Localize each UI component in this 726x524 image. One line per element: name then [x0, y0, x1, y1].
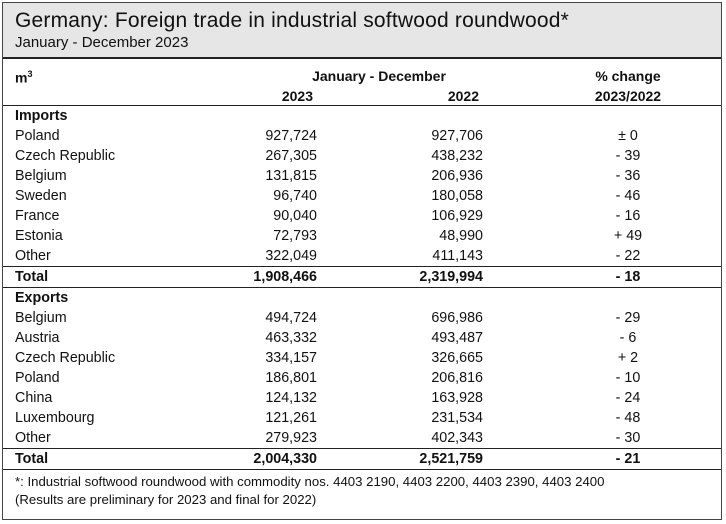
- pct-change: + 49: [613, 228, 643, 244]
- value-2023: 334,157: [265, 350, 317, 366]
- value-2023: 927,724: [265, 128, 317, 144]
- table-row: Luxembourg 121,261 231,534 - 48: [3, 408, 721, 428]
- table-row: Czech Republic 267,305 438,232 - 39: [3, 146, 721, 166]
- footnote-line-2: (Results are preliminary for 2023 and fi…: [15, 492, 317, 507]
- table-row: China 124,132 163,928 - 24: [3, 388, 721, 408]
- pct-change: - 39: [615, 148, 641, 164]
- country-name: Estonia: [15, 228, 63, 244]
- pct-change: - 24: [615, 390, 641, 406]
- table-header: Germany: Foreign trade in industrial sof…: [3, 3, 721, 59]
- country-name: France: [15, 208, 60, 224]
- table-row: Estonia 72,793 48,990 + 49: [3, 226, 721, 246]
- footnote-line-1: *: Industrial softwood roundwood with co…: [15, 474, 605, 489]
- pct-change: - 6: [619, 330, 637, 346]
- pct-change: - 29: [615, 310, 641, 326]
- country-name: Poland: [15, 370, 60, 386]
- value-2023: 72,793: [273, 228, 317, 244]
- value-2023: 131,815: [265, 168, 317, 184]
- section-label: Imports: [15, 108, 68, 124]
- total-label: Total: [15, 451, 49, 467]
- table-row: Poland 927,724 927,706 ± 0: [3, 126, 721, 146]
- footnote: *: Industrial softwood roundwood with co…: [3, 469, 721, 509]
- pct-change: - 30: [615, 430, 641, 446]
- pct-change: + 2: [617, 350, 639, 366]
- unit-label: m3: [15, 69, 33, 86]
- value-2022: 106,929: [431, 208, 483, 224]
- value-2022: 411,143: [432, 248, 483, 264]
- value-2022: 180,058: [431, 188, 483, 204]
- value-2023: 494,724: [265, 310, 317, 326]
- year-2022-header: 2022: [447, 88, 479, 104]
- table-row: Poland 186,801 206,816 - 10: [3, 368, 721, 388]
- value-2023: 124,132: [265, 390, 317, 406]
- pct-change: - 36: [615, 168, 641, 184]
- imports-section-heading: Imports: [3, 106, 721, 126]
- table-row: Other 279,923 402,343 - 30: [3, 428, 721, 448]
- table-row: Belgium 131,815 206,936 - 36: [3, 166, 721, 186]
- country-name: Austria: [15, 330, 60, 346]
- pct-change: - 22: [615, 248, 641, 264]
- year-2023-header: 2023: [281, 88, 313, 104]
- country-name: Czech Republic: [15, 350, 116, 366]
- total-2023: 2,004,330: [253, 451, 317, 467]
- value-2023: 186,801: [265, 370, 317, 386]
- page-title: Germany: Foreign trade in industrial sof…: [15, 9, 569, 32]
- value-2023: 90,040: [273, 208, 317, 224]
- value-2022: 206,936: [431, 168, 483, 184]
- period-label: January - December: [312, 68, 446, 84]
- country-name: Luxembourg: [15, 410, 95, 426]
- value-2022: 493,487: [431, 330, 483, 346]
- value-2022: 696,986: [431, 310, 483, 326]
- pct-change: - 46: [615, 188, 641, 204]
- value-2022: 402,343: [431, 430, 483, 446]
- total-2023: 1,908,466: [253, 269, 317, 285]
- country-name: Belgium: [15, 168, 67, 184]
- value-2022: 927,706: [431, 128, 483, 144]
- section-label: Exports: [15, 290, 69, 306]
- table-row: Belgium 494,724 696,986 - 29: [3, 308, 721, 328]
- value-2022: 438,232: [431, 148, 483, 164]
- table-row: France 90,040 106,929 - 16: [3, 206, 721, 226]
- column-header: m3 January - December 2023 2022 % change…: [3, 59, 721, 106]
- total-pct-change: - 21: [615, 451, 641, 467]
- country-name: Poland: [15, 128, 60, 144]
- value-2023: 96,740: [273, 188, 317, 204]
- pct-change: - 10: [615, 370, 641, 386]
- table-row: Sweden 96,740 180,058 - 46: [3, 186, 721, 206]
- pct-change: ± 0: [618, 128, 638, 144]
- table-body: Imports Poland 927,724 927,706 ± 0 Czech Repu…: [3, 106, 721, 469]
- pct-change-header: % change: [595, 68, 661, 84]
- value-2022: 206,816: [431, 370, 483, 386]
- value-2022: 48,990: [439, 228, 483, 244]
- value-2022: 326,665: [431, 350, 483, 366]
- exports-total-row: Total 2,004,330 2,521,759 - 21: [3, 448, 721, 469]
- pct-change-period-header: 2023/2022: [594, 88, 662, 104]
- table-row: Other 322,049 411,143 - 22: [3, 246, 721, 266]
- value-2023: 322,049: [265, 248, 317, 264]
- imports-total-row: Total 1,908,466 2,319,994 - 18: [3, 266, 721, 287]
- country-name: Other: [15, 248, 51, 264]
- country-name: Sweden: [15, 188, 67, 204]
- value-2023: 121,261: [265, 410, 317, 426]
- pct-change: - 48: [615, 410, 641, 426]
- exports-section-heading: Exports: [3, 287, 721, 308]
- total-2022: 2,521,759: [419, 451, 483, 467]
- total-pct-change: - 18: [615, 269, 641, 285]
- value-2023: 267,305: [265, 148, 317, 164]
- value-2022: 163,928: [431, 390, 483, 406]
- table-row: Austria 463,332 493,487 - 6: [3, 328, 721, 348]
- country-name: China: [15, 390, 53, 406]
- pct-change: - 16: [615, 208, 641, 224]
- country-name: Other: [15, 430, 51, 446]
- table-row: Czech Republic 334,157 326,665 + 2: [3, 348, 721, 368]
- page-subtitle: January - December 2023: [15, 34, 189, 51]
- value-2023: 279,923: [265, 430, 317, 446]
- total-2022: 2,319,994: [419, 269, 483, 285]
- total-label: Total: [15, 269, 49, 285]
- value-2022: 231,534: [431, 410, 483, 426]
- country-name: Czech Republic: [15, 148, 116, 164]
- value-2023: 463,332: [265, 330, 317, 346]
- country-name: Belgium: [15, 310, 67, 326]
